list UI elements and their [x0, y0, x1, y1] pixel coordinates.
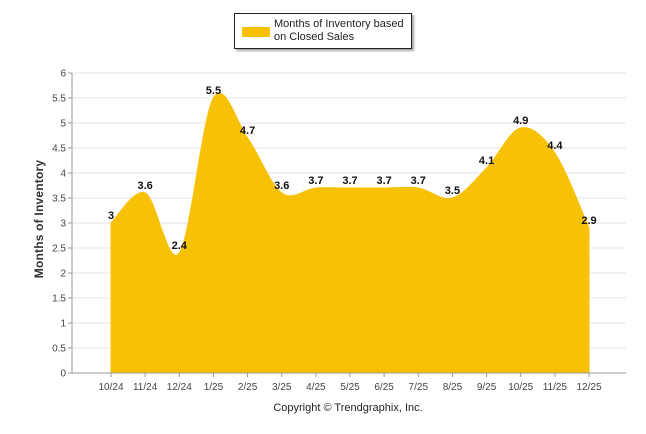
- x-tick-label: 9/25: [477, 382, 497, 393]
- data-label: 3: [108, 210, 114, 222]
- y-tick-label: 2: [60, 269, 66, 280]
- legend-label: Months of Inventory based on Closed Sale…: [274, 18, 404, 43]
- data-label: 4.7: [240, 125, 255, 137]
- data-label: 2.4: [172, 240, 188, 252]
- x-tick-label: 8/25: [443, 382, 463, 393]
- y-tick-label: 6: [60, 69, 66, 80]
- data-label: 3.6: [137, 180, 152, 192]
- y-tick-label: 0.5: [52, 344, 66, 355]
- x-tick-label: 12/25: [576, 382, 601, 393]
- y-tick-label: 3: [60, 219, 66, 230]
- x-tick-label: 12/24: [167, 382, 192, 393]
- y-tick-label: 2.5: [52, 244, 66, 255]
- x-tick-label: 2/25: [238, 382, 258, 393]
- y-tick-label: 1: [60, 319, 66, 330]
- data-label: 5.5: [206, 85, 221, 97]
- data-label: 3.7: [342, 175, 357, 187]
- area-fill: [110, 92, 590, 374]
- data-label: 3.7: [411, 175, 426, 187]
- data-label: 2.9: [581, 215, 596, 227]
- x-tick-label: 10/24: [98, 382, 123, 393]
- y-tick-label: 4: [60, 169, 66, 180]
- x-tick-label: 6/25: [374, 382, 394, 393]
- data-label: 4.1: [479, 155, 494, 167]
- x-tick-labels: 10/24 11/24 12/24 1/25 2/25 3/25 4/25 5/25 6/25 7…: [98, 373, 602, 393]
- y-tick-label: 3.5: [52, 194, 66, 205]
- x-tick-label: 5/25: [340, 382, 360, 393]
- x-tick-label: 11/24: [133, 382, 158, 393]
- y-tick-label: 5.5: [52, 94, 66, 105]
- data-label: 3.5: [445, 185, 460, 197]
- data-label: 4.4: [547, 140, 563, 152]
- y-tick-labels: 0 0.5 1 1.5 2 2.5 3 3.5 4 4.5 5 5.5 6: [52, 69, 72, 380]
- copyright-footer: Copyright © Trendgraphix, Inc.: [273, 402, 423, 414]
- data-label: 3.7: [308, 175, 323, 187]
- y-tick-label: 0: [60, 369, 66, 380]
- y-tick-label: 5: [60, 119, 66, 130]
- y-tick-label: 1.5: [52, 294, 66, 305]
- x-tick-label: 3/25: [272, 382, 292, 393]
- data-labels: 3 3.6 2.4 5.5 4.7 3.6 3.7 3.7 3.7 3.7 3.5 4.1 4.9 4.4…: [108, 85, 597, 252]
- x-tick-label: 4/25: [306, 382, 326, 393]
- legend-swatch: [242, 27, 270, 37]
- y-tick-label: 4.5: [52, 144, 66, 155]
- x-tick-label: 7/25: [409, 382, 429, 393]
- data-label: 3.7: [376, 175, 391, 187]
- x-tick-label: 10/25: [508, 382, 533, 393]
- data-label: 4.9: [513, 115, 528, 127]
- data-label: 3.6: [274, 180, 289, 192]
- x-tick-label: 11/25: [543, 382, 568, 393]
- legend: Months of Inventory based on Closed Sale…: [234, 13, 412, 49]
- x-tick-label: 1/25: [204, 382, 224, 393]
- y-axis-title: Months of Inventory: [32, 159, 46, 279]
- area-series: [110, 92, 590, 374]
